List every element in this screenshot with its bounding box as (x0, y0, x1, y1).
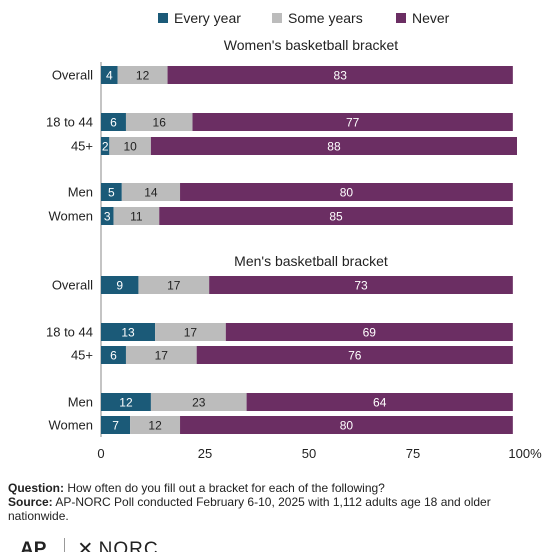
bar-value-label: 6 (110, 349, 117, 363)
legend-label: Some years (288, 10, 363, 26)
bar-segment (113, 207, 160, 225)
legend-item-0: Every year (158, 10, 241, 26)
bar-segment (101, 276, 139, 294)
bar-value-label: 12 (119, 396, 133, 410)
bar-value-label: 77 (346, 116, 360, 130)
logo-divider (64, 538, 66, 552)
row-label: 18 to 44 (46, 325, 93, 340)
bar-segment (209, 276, 513, 294)
bar-segment (101, 66, 118, 84)
bar-value-label: 2 (102, 140, 109, 154)
row-label: Overall (52, 278, 93, 293)
bar-segment (101, 207, 114, 225)
bar-value-label: 9 (116, 279, 123, 293)
legend-item-2: Never (396, 10, 449, 26)
row-label: 18 to 44 (46, 115, 93, 130)
bar-value-label: 80 (340, 419, 354, 433)
question-note: Question: How often do you fill out a br… (8, 481, 385, 495)
legend-label: Every year (174, 10, 241, 26)
legend-swatch (272, 13, 282, 23)
bar-value-label: 5 (108, 186, 115, 200)
bar-segment (101, 137, 110, 155)
bar-segment (138, 276, 210, 294)
bar-value-label: 17 (184, 326, 198, 340)
bar-segment (130, 416, 181, 434)
legend-label: Never (412, 10, 450, 26)
bar-value-label: 64 (373, 396, 387, 410)
row-label: 45+ (71, 348, 93, 363)
bar-segment (101, 393, 151, 411)
bar-value-label: 69 (363, 326, 377, 340)
norc-logo-icon: ✕ (77, 539, 99, 552)
bar-segment (101, 416, 131, 434)
bar-value-label: 83 (334, 69, 348, 83)
bar-segment (225, 323, 513, 341)
bar-value-label: 4 (106, 69, 113, 83)
bar-value-label: 88 (327, 140, 341, 154)
row-label: Women (48, 418, 93, 433)
bar-value-label: 10 (123, 140, 137, 154)
bar-value-label: 73 (354, 279, 368, 293)
bar-value-label: 12 (148, 419, 162, 433)
bar-segment (196, 346, 513, 364)
source-note: Source: AP-NORC Poll conducted February … (8, 495, 491, 523)
stacked-bar-chart: Women's basketball bracket Overall 4 12 83 18… (46, 37, 542, 461)
x-tick-label: 75 (406, 446, 420, 461)
bar-value-label: 13 (121, 326, 135, 340)
x-tick-label: 0 (97, 446, 104, 461)
bar-value-label: 12 (136, 69, 150, 83)
row-label: 45+ (71, 139, 93, 154)
bar-value-label: 16 (153, 116, 167, 130)
footer: Question: How often do you fill out a br… (8, 481, 538, 523)
bar-segment (180, 416, 513, 434)
bar-segment (159, 207, 513, 225)
bar-segment (125, 346, 197, 364)
bar-segment (121, 183, 181, 201)
x-tick-label: 50 (302, 446, 316, 461)
panel-title: Women's basketball bracket (224, 37, 398, 53)
bar-value-label: 85 (329, 210, 343, 224)
logos: AP ✕ NORC (20, 538, 159, 552)
bar-segment (150, 137, 518, 155)
bar-segment (150, 393, 247, 411)
bar-value-label: 76 (348, 349, 362, 363)
bar-segment (192, 113, 513, 131)
legend-swatch (158, 13, 168, 23)
bar-segment (101, 346, 126, 364)
bar-segment (109, 137, 151, 155)
legend: Every year Some years Never (0, 4, 550, 30)
bar-value-label: 3 (104, 210, 111, 224)
bar-value-label: 17 (167, 279, 181, 293)
row-label: Overall (52, 68, 93, 83)
bar-segment (167, 66, 513, 84)
x-tick-label: 100% (508, 446, 542, 461)
row-label: Men (68, 395, 93, 410)
bar-segment (180, 183, 513, 201)
bar-value-label: 80 (340, 186, 354, 200)
bar-value-label: 17 (155, 349, 169, 363)
norc-logo: NORC (98, 539, 159, 552)
bar-value-label: 7 (112, 419, 119, 433)
bar-segment (117, 66, 168, 84)
bar-segment (125, 113, 193, 131)
ap-logo: AP (20, 539, 47, 552)
row-label: Men (68, 185, 93, 200)
row-label: Women (48, 209, 93, 224)
bar-segment (246, 393, 513, 411)
bar-segment (101, 113, 126, 131)
bar-segment (101, 183, 122, 201)
legend-item-1: Some years (272, 10, 363, 26)
bar-value-label: 6 (110, 116, 117, 130)
x-tick-label: 25 (198, 446, 212, 461)
bar-segment (101, 323, 156, 341)
bar-value-label: 23 (192, 396, 206, 410)
legend-swatch (396, 13, 406, 23)
bar-value-label: 14 (144, 186, 158, 200)
bar-segment (155, 323, 226, 341)
panel-title: Men's basketball bracket (234, 253, 388, 269)
bar-value-label: 11 (130, 210, 143, 224)
